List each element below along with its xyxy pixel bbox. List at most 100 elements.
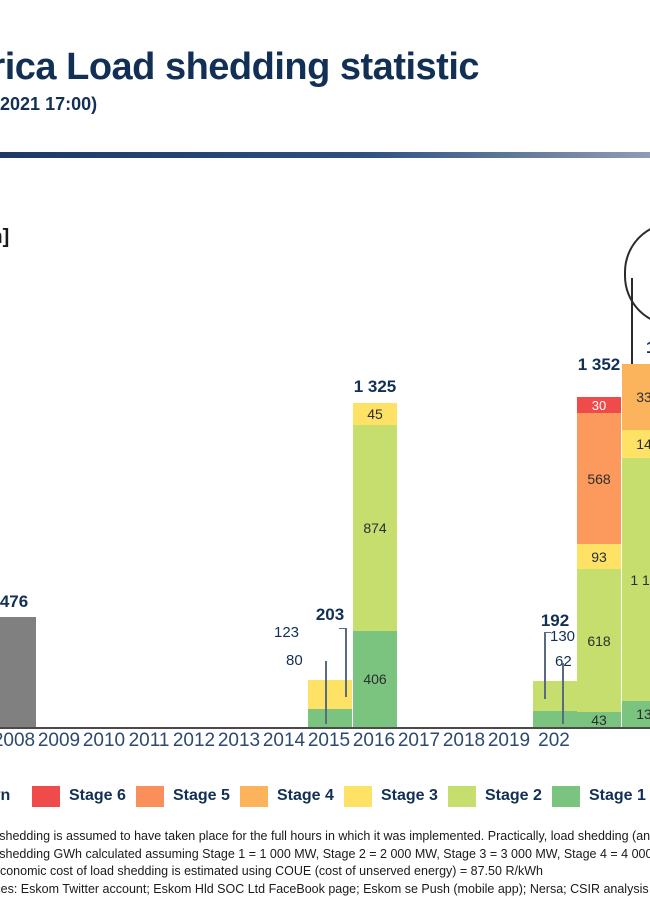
legend-label: Stage 1 — [589, 787, 646, 804]
leader-line-2018-stage1 — [562, 663, 564, 724]
legend-label: Stage 2 — [485, 787, 542, 804]
callout-bubble — [624, 222, 650, 326]
bar-segment-2015-stage1[interactable]: 406 — [353, 631, 397, 727]
segment-value: 618 — [587, 632, 611, 649]
bar-2014[interactable]: 203 123 80 — [274, 605, 352, 727]
leader-line-2018-stage2 — [544, 632, 546, 699]
segment-value: 33 — [636, 389, 650, 405]
x-tick-2014: 2014 — [262, 730, 306, 751]
x-tick-2019: 2019 — [487, 730, 531, 751]
bar-segment-2020-stage3[interactable]: 14 — [622, 430, 650, 458]
bar-callout-2018-stage1: 62 — [555, 653, 572, 670]
legend-swatch-stage-1 — [552, 785, 580, 807]
leader-tick-2018-stage2 — [544, 631, 551, 633]
legend-item-stage-2[interactable]: Stage 2 — [448, 784, 542, 808]
segment-value: 14 — [636, 436, 650, 452]
x-axis: 2008 2009 2010 2011 2012 2013 2014 2015 … — [0, 730, 650, 760]
bar-total-2020: 1 79 — [646, 338, 650, 358]
legend-label: Stage 5 — [173, 787, 230, 804]
legend-item-stage-6[interactable]: Stage 6 — [32, 784, 126, 808]
chart-plot-area: GWh] 476 203 123 80 1 325 406 874 45 — [0, 160, 650, 730]
page-title: h Africa Load shedding statistic — [0, 46, 480, 88]
footnote-line-4: Sources: Eskom Twitter account; Eskom Hl… — [0, 881, 649, 896]
chart-legend: wn Stage 6 Stage 5 Stage 4 Stage 3 Stage… — [0, 784, 650, 812]
legend-item-stage-3[interactable]: Stage 3 — [344, 784, 438, 808]
x-tick-2011: 2011 — [128, 730, 170, 751]
legend-swatch-stage-4 — [240, 785, 268, 807]
bar-segment-2015-stage2[interactable]: 874 — [353, 425, 397, 631]
bar-segment-2020-stage1[interactable]: 13 — [622, 701, 650, 727]
legend-item-unknown[interactable]: wn — [0, 784, 10, 808]
segment-value: 43 — [591, 711, 607, 728]
segment-value: 30 — [591, 397, 607, 413]
x-tick-2016: 2016 — [352, 730, 396, 751]
bar-segment-2019-stage5[interactable]: 568 — [577, 413, 621, 544]
footnote-line-2: Load shedding GWh calculated assuming St… — [0, 846, 650, 861]
x-tick-2015: 2015 — [307, 730, 351, 751]
footnotes: Load shedding is assumed to have taken p… — [0, 828, 650, 898]
segment-value: 874 — [363, 520, 387, 536]
legend-swatch-stage-3 — [344, 785, 372, 807]
y-axis-label: GWh] — [0, 226, 10, 248]
bar-2020[interactable]: 1 79 13 1 19 14 33 — [622, 338, 650, 727]
bar-total-2008: 476 — [0, 592, 29, 611]
legend-swatch-stage-2 — [448, 785, 476, 807]
leader-tick-2014-stage3 — [339, 627, 346, 629]
bar-2019[interactable]: 1 352 43 618 93 568 30 — [577, 355, 621, 728]
footnote-line-3: The economic cost of load shedding is es… — [0, 864, 543, 878]
segment-value: 45 — [367, 406, 383, 422]
bar-segment-2018-stage1[interactable] — [533, 711, 577, 727]
bar-2015[interactable]: 1 325 406 874 45 — [353, 377, 397, 727]
x-tick-2018: 2018 — [442, 730, 486, 751]
bar-callout-2018-stage2: 130 — [550, 628, 576, 645]
segment-value: 13 — [636, 706, 650, 722]
bar-segment-2008-unknown[interactable] — [0, 617, 36, 727]
legend-item-stage-4[interactable]: Stage 4 — [240, 784, 334, 808]
x-tick-2012: 2012 — [172, 730, 216, 751]
bar-segment-2020-stage4[interactable]: 33 — [622, 364, 650, 430]
bar-total-2014: 203 — [315, 605, 345, 624]
legend-swatch-stage-6 — [32, 785, 60, 807]
x-tick-2020: 202 — [538, 730, 570, 751]
legend-label: wn — [0, 787, 11, 804]
x-tick-2010: 2010 — [82, 730, 126, 751]
bar-segment-2018-stage2[interactable] — [533, 681, 577, 711]
legend-swatch-stage-5 — [136, 785, 164, 807]
segment-value: 568 — [587, 470, 611, 487]
page-header: h Africa Load shedding statistic d 30 No… — [0, 0, 650, 160]
bar-total-2015: 1 325 — [353, 377, 397, 396]
x-tick-2017: 2017 — [397, 730, 441, 751]
footnote-line-1: Load shedding is assumed to have taken p… — [0, 829, 650, 843]
leader-line-2014-stage1 — [325, 661, 327, 724]
bar-total-2019: 1 352 — [577, 355, 621, 374]
segment-value: 93 — [591, 548, 607, 565]
bar-callout-2014-stage1: 80 — [286, 652, 303, 669]
header-divider — [0, 152, 650, 158]
legend-item-stage-1[interactable]: Stage 1 — [552, 784, 646, 808]
bar-segment-2019-stage6[interactable]: 30 — [577, 397, 621, 413]
bar-2008[interactable]: 476 — [0, 592, 36, 727]
page-subtitle: d 30 Nov 2021 17:00) — [0, 94, 98, 114]
bar-segment-2019-stage2[interactable]: 618 — [577, 569, 621, 712]
legend-label: Stage 4 — [277, 787, 334, 804]
legend-label: Stage 3 — [381, 787, 438, 804]
legend-item-stage-5[interactable]: Stage 5 — [136, 784, 230, 808]
x-tick-2008: 2008 — [0, 730, 36, 751]
bar-total-2018: 192 — [540, 611, 570, 630]
segment-value: 406 — [363, 671, 387, 687]
bar-segment-2015-stage3[interactable]: 45 — [353, 403, 397, 425]
bar-segment-2014-stage3[interactable] — [308, 680, 352, 709]
legend-label: Stage 6 — [69, 787, 126, 804]
bar-callout-2014-stage3: 123 — [274, 624, 300, 641]
bar-segment-2014-stage1[interactable] — [308, 709, 352, 727]
bar-segment-2019-stage3[interactable]: 93 — [577, 544, 621, 569]
callout-bubble-tail — [631, 278, 633, 381]
bar-segment-2019-stage1[interactable]: 43 — [577, 711, 621, 728]
segment-value: 1 19 — [630, 571, 650, 588]
x-axis-line — [0, 727, 650, 729]
bar-2018[interactable]: 192 130 62 — [533, 611, 577, 727]
bar-segment-2020-stage2[interactable]: 1 19 — [622, 458, 650, 701]
x-tick-2009: 2009 — [37, 730, 81, 751]
leader-line-2014-stage3 — [345, 628, 347, 697]
x-tick-2013: 2013 — [217, 730, 261, 751]
